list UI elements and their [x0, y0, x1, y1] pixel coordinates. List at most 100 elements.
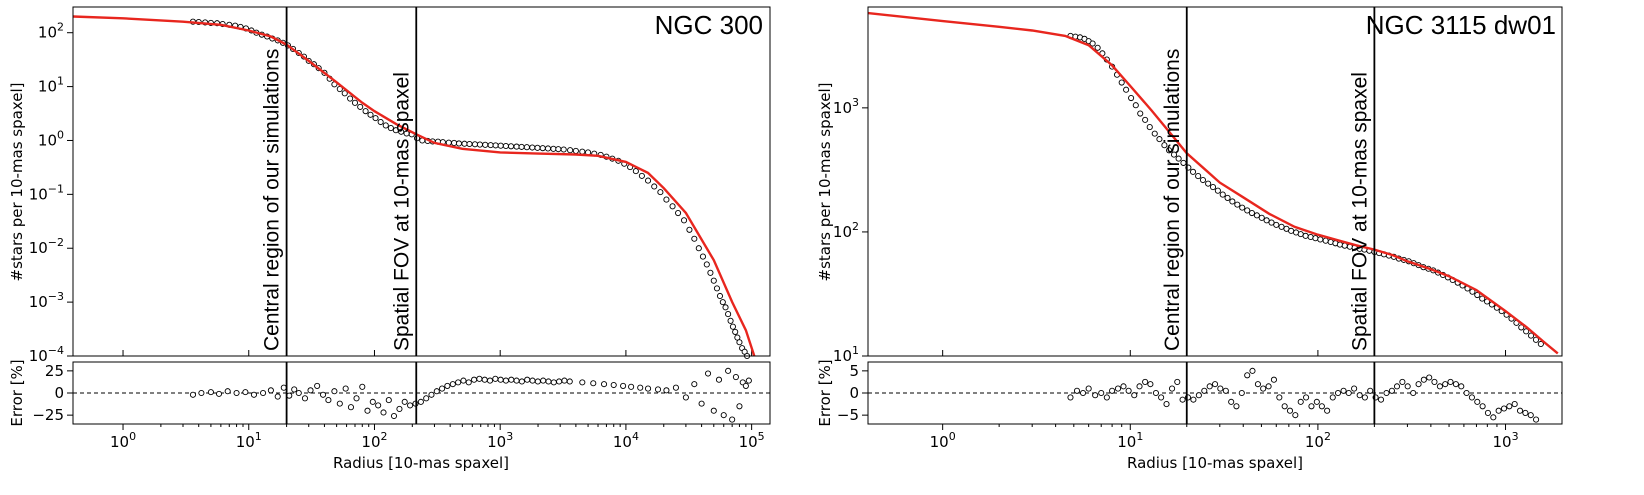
data-point — [729, 323, 736, 330]
vertical-marker-label: Central region of our simulations — [261, 49, 284, 351]
data-point — [699, 253, 706, 260]
data-point — [1248, 209, 1255, 217]
x-tick-label: 101 — [236, 430, 262, 451]
residual-point — [1447, 378, 1454, 385]
residual-point — [529, 377, 536, 384]
residual-point — [732, 374, 739, 381]
residual-point — [401, 398, 408, 405]
residual-point — [725, 367, 732, 374]
residual-point — [331, 388, 338, 395]
residual-point — [1281, 403, 1288, 410]
data-point — [1532, 336, 1540, 343]
residual-point — [556, 378, 563, 385]
residual-point — [215, 390, 223, 397]
data-point — [736, 339, 743, 346]
residual-point — [1147, 381, 1154, 388]
residual-point — [1073, 387, 1081, 394]
data-point — [482, 141, 489, 148]
residual-point — [342, 385, 349, 392]
residual-point — [1201, 387, 1208, 394]
residual-point — [715, 376, 723, 383]
data-point — [1146, 124, 1153, 131]
data-point — [1142, 116, 1149, 123]
data-point — [1244, 207, 1251, 214]
residual-point — [1238, 389, 1245, 397]
residual-point — [347, 404, 354, 411]
data-point — [1224, 194, 1231, 201]
residual-point — [1313, 398, 1320, 405]
residual-point — [1318, 403, 1325, 410]
residual-y-tick-label: 0 — [849, 384, 859, 402]
residual-point — [233, 389, 240, 397]
residual-point — [198, 389, 205, 397]
residual-point — [492, 375, 499, 382]
residual-point — [1351, 385, 1358, 392]
y-tick-label: 10−1 — [29, 182, 64, 203]
residual-point — [369, 398, 376, 405]
residual-point — [1114, 385, 1122, 392]
data-point — [1268, 219, 1275, 226]
residual-point — [1276, 394, 1283, 401]
residual-y-tick-label: 0 — [54, 384, 64, 402]
residual-point — [1458, 383, 1465, 390]
residual-point — [336, 400, 343, 407]
data-point — [1288, 227, 1295, 234]
residual-point — [1452, 381, 1459, 388]
residual-point — [1500, 405, 1508, 412]
residual-point — [428, 391, 435, 398]
residual-point — [291, 386, 298, 393]
residual-point — [301, 395, 309, 402]
residual-point — [380, 409, 387, 416]
data-point — [1528, 332, 1535, 339]
residual-point — [1152, 389, 1159, 397]
data-point — [638, 172, 645, 179]
residual-point — [280, 384, 287, 391]
data-point — [492, 142, 499, 149]
residual-y-tick-label: −25 — [32, 406, 64, 424]
residual-point — [242, 389, 249, 396]
residual-point — [1361, 394, 1368, 401]
y-tick-label: 100 — [38, 128, 64, 149]
residual-y-tick-label: −5 — [837, 406, 859, 424]
residual-point — [1217, 385, 1224, 392]
residual-point — [385, 397, 392, 404]
data-point — [1132, 102, 1139, 109]
data-point — [351, 99, 359, 106]
residual-point — [449, 381, 456, 388]
data-point — [398, 128, 405, 135]
residual-point — [1067, 394, 1074, 401]
residual-point — [654, 386, 662, 393]
residual-point — [1260, 385, 1267, 392]
residual-point — [1303, 394, 1310, 401]
residual-point — [325, 397, 332, 404]
residual-point — [465, 379, 472, 386]
data-point — [727, 317, 734, 324]
data-point — [1479, 295, 1486, 302]
residual-point — [1120, 383, 1127, 390]
data-point — [555, 146, 562, 153]
residual-point — [1233, 403, 1240, 410]
data-point — [550, 145, 557, 152]
data-point — [1537, 340, 1544, 348]
data-point — [1195, 173, 1202, 180]
y-tick-label: 10−2 — [29, 236, 64, 257]
data-point — [497, 142, 504, 149]
data-point — [1151, 130, 1158, 137]
residual-plot-frame — [867, 361, 1563, 425]
residual-point — [720, 412, 727, 419]
data-point — [341, 90, 348, 97]
residual-point — [672, 384, 679, 391]
data-point — [1094, 44, 1101, 51]
data-point — [336, 86, 343, 93]
x-tick-label: 101 — [1117, 430, 1143, 451]
x-tick-label: 102 — [361, 430, 387, 451]
residual-point — [1463, 389, 1470, 397]
residual-point — [1377, 396, 1385, 403]
residual-point — [1356, 392, 1363, 399]
residual-point — [540, 377, 547, 384]
residual-point — [1297, 398, 1304, 405]
panel-ngc3115-dw01: 103 102 101 Central region of our simulatio… — [816, 6, 1563, 472]
data-point — [1258, 214, 1265, 221]
residual-y-axis-label: Error [%] — [8, 359, 26, 426]
